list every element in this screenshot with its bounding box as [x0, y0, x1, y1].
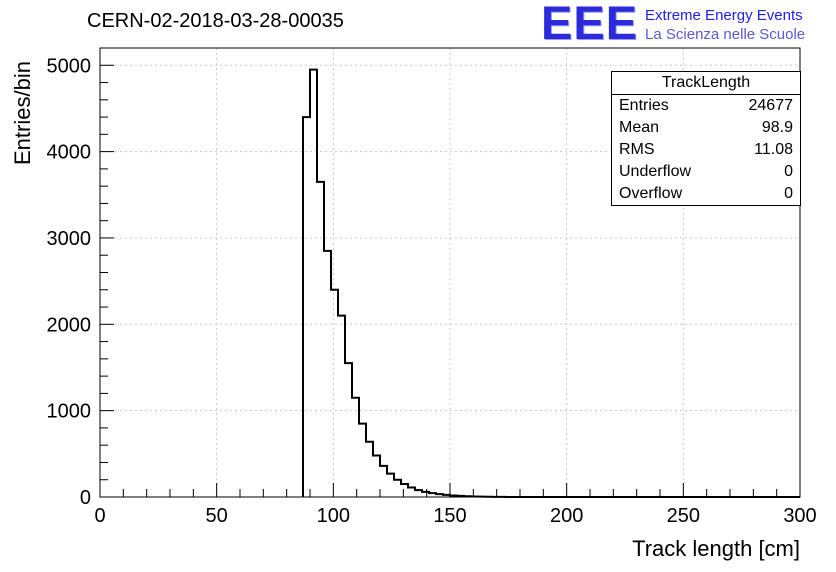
- histogram-line: [302, 68, 800, 498]
- x-tick-label: 150: [433, 505, 466, 527]
- logo-line2: La Scienza nelle Scuole: [645, 26, 806, 43]
- stats-label: Overflow: [619, 185, 683, 202]
- stats-label: Entries: [619, 97, 669, 114]
- stats-value: 11.08: [754, 141, 793, 158]
- stats-value: 98.9: [761, 119, 793, 136]
- x-tick-label: 100: [317, 505, 350, 527]
- eee-logo-text: EEE: [541, 0, 639, 49]
- x-tick-label: 250: [667, 505, 700, 527]
- stats-row-entries: Entries 24677: [612, 95, 800, 117]
- x-tick-label: 50: [206, 505, 228, 527]
- y-tick-label: 2000: [47, 314, 92, 336]
- y-tick-label: 1000: [47, 401, 92, 423]
- x-tick-label: 200: [550, 505, 583, 527]
- stats-title: TrackLength: [612, 72, 800, 95]
- plot-title: CERN-02-2018-03-28-00035: [87, 10, 344, 32]
- x-tick-label: 300: [783, 505, 816, 527]
- stats-box: TrackLength Entries 24677 Mean 98.9 RMS …: [611, 71, 801, 206]
- eee-logo: EEE Extreme Energy Events La Scienza nel…: [541, 0, 805, 49]
- stats-label: Mean: [619, 119, 660, 136]
- x-axis-title: Track length [cm]: [632, 536, 800, 561]
- x-tick-label: 0: [94, 505, 105, 527]
- stats-row-mean: Mean 98.9: [612, 117, 800, 139]
- stats-row-overflow: Overflow 0: [612, 183, 800, 205]
- y-tick-label: 0: [80, 487, 91, 509]
- stats-value: 0: [784, 163, 793, 180]
- logo-line1: Extreme Energy Events: [645, 7, 803, 24]
- stats-row-underflow: Underflow 0: [612, 161, 800, 183]
- y-tick-label: 3000: [47, 228, 92, 250]
- y-tick-label: 4000: [47, 142, 92, 164]
- y-tick-label: 5000: [47, 55, 92, 77]
- stats-value: 0: [784, 185, 793, 202]
- eee-logo-caption: Extreme Energy Events La Scienza nelle S…: [645, 3, 805, 44]
- stats-label: Underflow: [619, 163, 692, 180]
- stats-label: RMS: [619, 141, 655, 158]
- stats-value: 24677: [748, 97, 794, 114]
- stats-row-rms: RMS 11.08: [612, 139, 800, 161]
- y-axis-title: Entries/bin: [10, 61, 35, 165]
